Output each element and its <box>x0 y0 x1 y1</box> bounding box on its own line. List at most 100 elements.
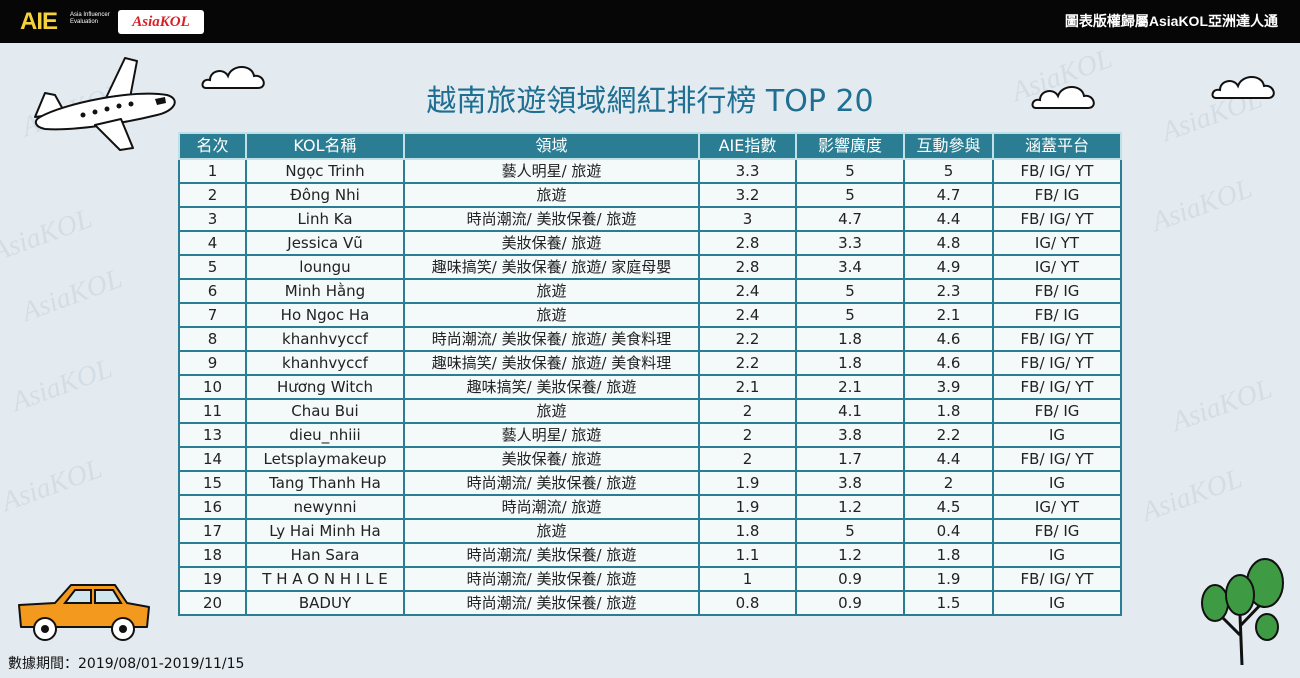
aie-index-cell: 2.8 <box>698 254 797 280</box>
watermark: AsiaKOL <box>0 203 97 268</box>
aie-index-cell: 2 <box>698 446 797 472</box>
field-cell: 時尚潮流/ 美妝保養/ 旅遊 <box>403 470 700 496</box>
rank-cell: 13 <box>178 422 247 448</box>
kol-name-cell: Linh Ka <box>245 206 405 232</box>
aie-index-cell: 2.8 <box>698 230 797 256</box>
aie-index-cell: 2 <box>698 398 797 424</box>
aie-index-cell: 2 <box>698 422 797 448</box>
platforms-cell: IG <box>992 470 1122 496</box>
aie-index-cell: 1.9 <box>698 494 797 520</box>
engagement-cell: 4.4 <box>903 446 994 472</box>
rank-cell: 6 <box>178 278 247 304</box>
table-row: 7 Ho Ngoc Ha 旅遊 2.4 5 2.1 FB/ IG <box>178 302 1122 328</box>
engagement-cell: 4.7 <box>903 182 994 208</box>
cloud-icon <box>1031 86 1095 109</box>
field-cell: 旅遊 <box>403 518 700 544</box>
engagement-cell: 4.6 <box>903 350 994 376</box>
influence-cell: 1.8 <box>795 326 905 352</box>
table-row: 4 Jessica Vũ 美妝保養/ 旅遊 2.8 3.3 4.8 IG/ YT <box>178 230 1122 256</box>
kol-name-cell: Jessica Vũ <box>245 230 405 256</box>
header-engagement: 互動參與 <box>903 132 994 160</box>
aie-index-cell: 1.1 <box>698 542 797 568</box>
influence-cell: 1.7 <box>795 446 905 472</box>
aie-index-cell: 1.8 <box>698 518 797 544</box>
data-period-note: 數據期間：2019/08/01-2019/11/15 <box>8 656 245 672</box>
influence-cell: 5 <box>795 302 905 328</box>
cloud-icon <box>201 66 265 89</box>
platforms-cell: IG <box>992 422 1122 448</box>
table-header-row: 名次 KOL名稱 領域 AIE指數 影響廣度 互動參與 涵蓋平台 <box>178 132 1122 160</box>
influence-cell: 5 <box>795 278 905 304</box>
engagement-cell: 1.9 <box>903 566 994 592</box>
airplane-icon <box>34 57 176 151</box>
platforms-cell: IG/ YT <box>992 230 1122 256</box>
kol-name-cell: Ly Hai Minh Ha <box>245 518 405 544</box>
platforms-cell: IG/ YT <box>992 494 1122 520</box>
engagement-cell: 2 <box>903 470 994 496</box>
rank-cell: 18 <box>178 542 247 568</box>
table-row: 14 Letsplaymakeup 美妝保養/ 旅遊 2 1.7 4.4 FB/ IG/ Y… <box>178 446 1122 472</box>
kol-name-cell: Hương Witch <box>245 374 405 400</box>
influence-cell: 4.1 <box>795 398 905 424</box>
cloud-icon <box>1211 76 1275 99</box>
engagement-cell: 4.6 <box>903 326 994 352</box>
header-influence: 影響廣度 <box>795 132 905 160</box>
table-row: 19 T H A O N H I L E 時尚潮流/ 美妝保養/ 旅遊 1 0.9 1.9… <box>178 566 1122 592</box>
kol-name-cell: loungu <box>245 254 405 280</box>
rank-cell: 10 <box>178 374 247 400</box>
top-bar: AIE Asia Influencer Evaluation AsiaKOL 圖… <box>0 0 1300 43</box>
field-cell: 趣味搞笑/ 美妝保養/ 旅遊 <box>403 374 700 400</box>
table-row: 13 dieu_nhiii 藝人明星/ 旅遊 2 3.8 2.2 IG <box>178 422 1122 448</box>
field-cell: 美妝保養/ 旅遊 <box>403 230 700 256</box>
aie-logo-text: AIE <box>20 8 58 35</box>
field-cell: 時尚潮流/ 美妝保養/ 旅遊/ 美食料理 <box>403 326 700 352</box>
rank-cell: 7 <box>178 302 247 328</box>
table-row: 3 Linh Ka 時尚潮流/ 美妝保養/ 旅遊 3 4.7 4.4 FB/ IG/ YT <box>178 206 1122 232</box>
kol-name-cell: Tang Thanh Ha <box>245 470 405 496</box>
field-cell: 旅遊 <box>403 278 700 304</box>
aie-index-cell: 2.4 <box>698 302 797 328</box>
aie-index-cell: 1.9 <box>698 470 797 496</box>
kol-name-cell: Han Sara <box>245 542 405 568</box>
platforms-cell: FB/ IG <box>992 182 1122 208</box>
field-cell: 旅遊 <box>403 398 700 424</box>
aie-index-cell: 2.4 <box>698 278 797 304</box>
ranking-table: 名次 KOL名稱 領域 AIE指數 影響廣度 互動參與 涵蓋平台 1 Ngọc T… <box>178 132 1122 616</box>
tree-icon <box>1201 558 1284 666</box>
table-row: 6 Minh Hằng 旅遊 2.4 5 2.3 FB/ IG <box>178 278 1122 304</box>
field-cell: 時尚潮流/ 美妝保養/ 旅遊 <box>403 206 700 232</box>
aie-index-cell: 3 <box>698 206 797 232</box>
header-aie-index: AIE指數 <box>698 132 797 160</box>
table-row: 5 loungu 趣味搞笑/ 美妝保養/ 旅遊/ 家庭母嬰 2.8 3.4 4.9 IG/ … <box>178 254 1122 280</box>
kol-name-cell: Minh Hằng <box>245 278 405 304</box>
kol-name-cell: Chau Bui <box>245 398 405 424</box>
influence-cell: 3.3 <box>795 230 905 256</box>
platforms-cell: FB/ IG/ YT <box>992 206 1122 232</box>
rank-cell: 11 <box>178 398 247 424</box>
influence-cell: 2.1 <box>795 374 905 400</box>
rank-cell: 15 <box>178 470 247 496</box>
engagement-cell: 0.4 <box>903 518 994 544</box>
influence-cell: 1.2 <box>795 542 905 568</box>
engagement-cell: 4.4 <box>903 206 994 232</box>
kol-name-cell: dieu_nhiii <box>245 422 405 448</box>
kol-name-cell: khanhvyccf <box>245 350 405 376</box>
engagement-cell: 5 <box>903 158 994 184</box>
platforms-cell: FB/ IG/ YT <box>992 158 1122 184</box>
field-cell: 旅遊 <box>403 182 700 208</box>
table-body: 1 Ngọc Trinh 藝人明星/ 旅遊 3.3 5 5 FB/ IG/ YT 2 Đông … <box>178 158 1122 616</box>
table-row: 15 Tang Thanh Ha 時尚潮流/ 美妝保養/ 旅遊 1.9 3.8 2 IG <box>178 470 1122 496</box>
influence-cell: 5 <box>795 518 905 544</box>
influence-cell: 5 <box>795 158 905 184</box>
influence-cell: 1.2 <box>795 494 905 520</box>
header-rank: 名次 <box>178 132 247 160</box>
kol-name-cell: T H A O N H I L E <box>245 566 405 592</box>
watermark: AsiaKOL <box>1167 373 1277 438</box>
header-field: 領域 <box>403 132 700 160</box>
field-cell: 藝人明星/ 旅遊 <box>403 158 700 184</box>
engagement-cell: 1.8 <box>903 542 994 568</box>
watermark: AsiaKOL <box>0 453 107 518</box>
watermark: AsiaKOL <box>1147 173 1257 238</box>
table-row: 16 newynni 時尚潮流/ 旅遊 1.9 1.2 4.5 IG/ YT <box>178 494 1122 520</box>
table-row: 20 BADUY 時尚潮流/ 美妝保養/ 旅遊 0.8 0.9 1.5 IG <box>178 590 1122 616</box>
